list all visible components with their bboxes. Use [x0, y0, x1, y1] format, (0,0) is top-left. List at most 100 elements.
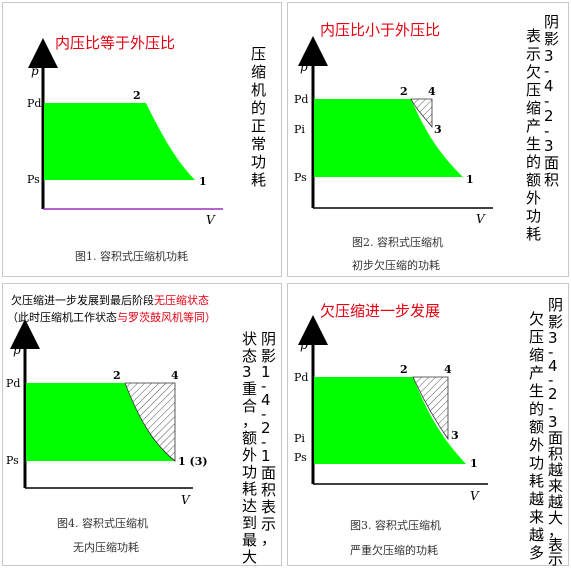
svg-text:表: 表: [261, 498, 276, 516]
point-2: 2: [400, 85, 408, 98]
svg-text:3: 3: [544, 47, 554, 65]
ps-label: Ps: [294, 171, 307, 184]
pv-diagram-4: 欠压缩进一步发展到最后阶段无压缩状态 （此时压缩机工作状态与罗茨鼓风机等同） p…: [6, 293, 276, 566]
axis-v-label: V: [470, 489, 480, 503]
svg-text:外: 外: [242, 446, 257, 464]
svg-text:的: 的: [251, 99, 266, 117]
svg-text:-: -: [261, 433, 266, 451]
axis-v-label: V: [476, 212, 486, 226]
point-2: 2: [133, 89, 141, 102]
svg-text:压: 压: [526, 81, 541, 99]
svg-text:2: 2: [261, 419, 271, 437]
svg-text:状: 状: [242, 330, 257, 348]
svg-text:，: ，: [242, 412, 257, 430]
svg-text:影: 影: [548, 313, 563, 331]
point-3: 3: [434, 123, 442, 136]
svg-text:面: 面: [544, 154, 559, 172]
extra-work-area: [410, 98, 433, 129]
svg-text:欠: 欠: [529, 310, 544, 328]
svg-text:外: 外: [529, 436, 544, 454]
pv-diagram-2: 内压比小于外压比 p V Pd Pi Ps 2 4 3 1 图2. 容积式压缩机…: [294, 13, 559, 272]
panel3-heading-2: （此时压缩机工作状态与罗茨鼓风机等同）: [7, 310, 216, 324]
svg-text:缩: 缩: [526, 99, 541, 117]
svg-text:生: 生: [529, 382, 544, 400]
svg-text:-: -: [261, 377, 266, 395]
svg-text:影: 影: [261, 347, 276, 365]
axis-p-label: p: [13, 343, 21, 357]
panel4-side-text: 阴 影 3 - 4 - 2 - 3 面 积 越 来 越 大 ， 表 示 欠 压 …: [529, 296, 563, 567]
ps-label: Ps: [27, 173, 40, 186]
svg-text:缩: 缩: [529, 346, 544, 364]
svg-text:1: 1: [261, 447, 271, 465]
svg-text:正: 正: [251, 117, 266, 135]
ps-label: Ps: [294, 451, 307, 464]
svg-text:功: 功: [251, 153, 266, 171]
point-3: 3: [451, 429, 459, 442]
svg-text:4: 4: [548, 357, 558, 375]
work-area: [314, 99, 463, 177]
svg-text:机: 机: [251, 81, 266, 99]
point-1: 1: [470, 457, 478, 470]
svg-text:缩: 缩: [251, 63, 266, 81]
svg-text:产: 产: [529, 364, 544, 382]
svg-text:阴: 阴: [548, 296, 563, 314]
svg-text:越: 越: [548, 493, 563, 511]
pv-diagram-1: 内压比等于外压比 p V Pd Ps 2 1 图1. 容积式压缩机功耗 压 缩 …: [27, 34, 266, 263]
svg-text:合: 合: [242, 397, 257, 415]
svg-text:最: 最: [242, 531, 257, 549]
svg-text:常: 常: [251, 135, 266, 153]
svg-text:额: 额: [526, 171, 541, 189]
svg-text:3: 3: [548, 329, 558, 347]
svg-text:耗: 耗: [251, 171, 266, 189]
point-2: 2: [113, 369, 121, 382]
svg-text:2: 2: [544, 107, 554, 125]
svg-text:达: 达: [242, 497, 257, 515]
axis-v-label: V: [206, 213, 216, 227]
svg-text:的: 的: [526, 153, 541, 171]
panel3-side-text: 阴 影 1 - 4 - 2 - 1 面 积 表 示 ， 状 态 1 和 状 态 …: [242, 330, 276, 566]
panel2-caption-1: 图2. 容积式压缩机: [352, 235, 443, 249]
svg-text:阴: 阴: [544, 13, 559, 31]
svg-text:-: -: [548, 371, 553, 389]
svg-text:阴: 阴: [261, 330, 276, 348]
panel3-heading-1: 欠压缩进一步发展到最后阶段无压缩状态: [11, 293, 209, 307]
svg-text:来: 来: [548, 477, 563, 495]
svg-text:到: 到: [242, 514, 257, 532]
ps-label: Ps: [6, 454, 19, 467]
svg-text:欠: 欠: [526, 63, 541, 81]
axis-p-label: p: [31, 64, 39, 78]
svg-text:示: 示: [526, 45, 541, 63]
pv-diagram-3: 欠压缩进一步发展 p V Pd Pi Ps 2 4 3 1 图3. 容积式压缩机…: [294, 296, 563, 567]
pi-label: Pi: [294, 432, 305, 445]
panel1-side-text: 压 缩 机 的 正 常 功 耗: [251, 45, 266, 189]
extra-work-area: [412, 376, 449, 441]
point-4: 4: [171, 369, 179, 382]
svg-text:额: 额: [529, 418, 544, 436]
panel2-caption-2: 初步欠压缩的功耗: [352, 258, 440, 272]
panel2-title: 内压比小于外压比: [320, 21, 440, 39]
svg-text:生: 生: [526, 135, 541, 153]
svg-text:越: 越: [548, 461, 563, 479]
pd-label: Pd: [294, 93, 308, 106]
svg-text:压: 压: [251, 45, 266, 63]
axis-v-label: V: [181, 493, 191, 507]
point-1-3: 1 (3): [178, 455, 208, 468]
svg-text:-: -: [548, 399, 553, 417]
panel-severe-undercompression: 欠压缩进一步发展 p V Pd Pi Ps 2 4 3 1 图3. 容积式压缩机…: [287, 283, 569, 567]
svg-text:态: 态: [242, 347, 257, 365]
svg-text:越: 越: [529, 526, 544, 544]
svg-text:示: 示: [261, 515, 276, 533]
extra-work-area: [124, 382, 176, 462]
pd-label: Pd: [6, 377, 20, 390]
panel2-side-text: 阴 影 3 - 4 - 2 - 3 面 积 表 示 欠 压 缩 产 生 的 额 …: [526, 13, 559, 243]
svg-text:积: 积: [261, 481, 276, 499]
svg-text:3: 3: [544, 137, 554, 155]
svg-text:，: ，: [548, 522, 563, 540]
svg-text:耗: 耗: [529, 472, 544, 490]
pd-label: Pd: [27, 97, 41, 110]
svg-text:外: 外: [526, 189, 541, 207]
svg-text:3: 3: [548, 413, 558, 431]
svg-text:-: -: [544, 122, 549, 140]
svg-text:积: 积: [548, 445, 563, 463]
svg-text:影: 影: [544, 30, 559, 48]
